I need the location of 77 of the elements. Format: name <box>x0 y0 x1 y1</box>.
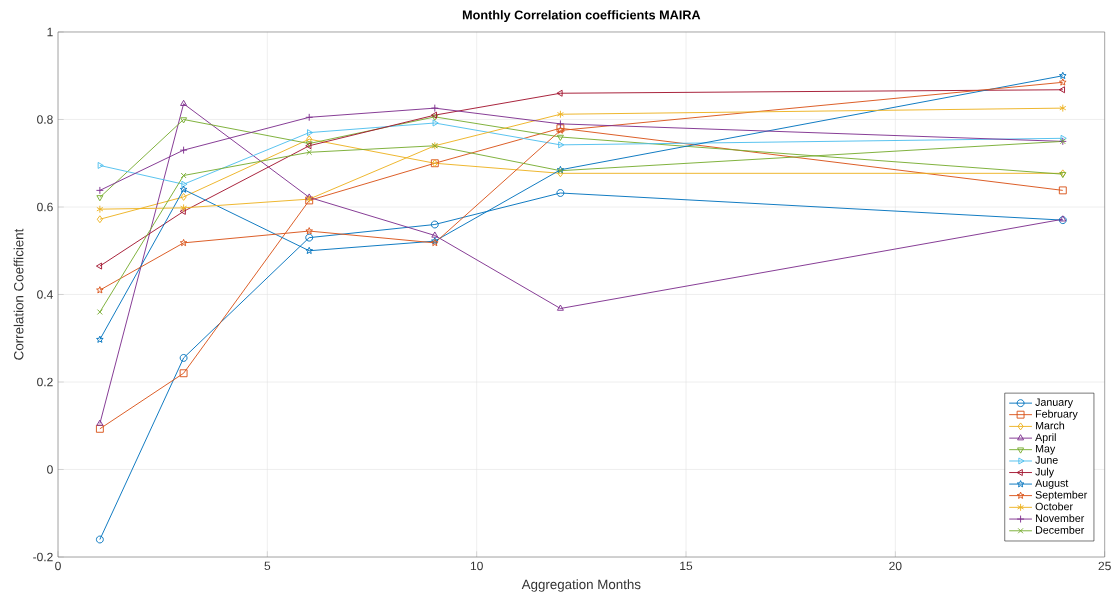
legend-label: January <box>1035 398 1074 409</box>
point <box>181 180 188 188</box>
point <box>431 231 439 238</box>
x-axis-title: Aggregation Months <box>521 579 641 592</box>
point <box>556 89 563 97</box>
y-tick-label: 0.8 <box>37 115 53 124</box>
x-tick-label: 0 <box>55 561 61 571</box>
legend-label: August <box>1035 479 1069 489</box>
legend-label: February <box>1035 409 1078 420</box>
y-tick-label: 0 <box>47 465 53 474</box>
y-tick-label: 0.2 <box>37 377 53 387</box>
point <box>306 135 313 144</box>
point <box>96 215 103 224</box>
point <box>305 227 313 235</box>
y-tick-label: -0.2 <box>33 552 53 562</box>
point <box>558 141 565 149</box>
x-tick-label: 10 <box>470 561 483 571</box>
legend-label: April <box>1035 433 1056 444</box>
point <box>1059 71 1067 80</box>
point <box>1058 186 1067 195</box>
point <box>179 354 188 362</box>
x-tick-label: 20 <box>889 561 902 571</box>
point <box>430 104 439 113</box>
point <box>432 119 439 127</box>
legend-label: July <box>1035 467 1055 478</box>
point <box>305 193 313 200</box>
point <box>556 119 565 128</box>
point <box>96 286 104 294</box>
point <box>1060 134 1067 142</box>
point <box>97 161 104 169</box>
x-tick-label: 5 <box>264 561 271 571</box>
point <box>95 262 103 270</box>
point <box>96 335 104 343</box>
legend-label: September <box>1035 490 1088 501</box>
point <box>307 129 314 137</box>
point <box>305 246 313 255</box>
point <box>1059 78 1067 86</box>
y-tick-label: 0.4 <box>37 290 53 299</box>
point <box>556 134 564 141</box>
y-tick-label: 0.6 <box>37 202 53 212</box>
chart-title: Monthly Correlation coefficients MAIRA <box>462 10 701 22</box>
point <box>1059 104 1067 113</box>
point <box>95 186 104 195</box>
y-axis-title: Correlation Coefficient <box>13 228 24 360</box>
x-tick-label: 25 <box>1098 561 1111 571</box>
x-tick-label: 15 <box>680 561 693 571</box>
legend-label: November <box>1035 514 1085 523</box>
legend-label: March <box>1035 421 1065 430</box>
point <box>96 205 104 214</box>
point <box>430 220 439 229</box>
point <box>95 424 104 433</box>
point <box>306 149 313 156</box>
point <box>96 309 103 315</box>
point <box>556 189 565 197</box>
point <box>556 304 564 311</box>
point <box>96 195 104 202</box>
legend-label: May <box>1035 444 1056 455</box>
point <box>96 419 104 426</box>
point <box>180 193 187 201</box>
point <box>179 369 188 378</box>
legend-label: October <box>1035 502 1073 511</box>
point <box>179 238 188 247</box>
point <box>305 113 314 122</box>
point <box>305 233 314 242</box>
point <box>179 185 188 193</box>
point <box>1058 86 1066 94</box>
legend-label: June <box>1035 456 1058 464</box>
point <box>180 172 187 179</box>
legend-label: December <box>1035 525 1085 534</box>
point <box>179 146 188 155</box>
point <box>179 207 186 215</box>
point <box>180 117 188 124</box>
point <box>95 535 104 544</box>
point <box>556 110 564 119</box>
y-tick-label: 1 <box>47 27 53 37</box>
point <box>180 99 188 106</box>
point <box>180 203 188 212</box>
